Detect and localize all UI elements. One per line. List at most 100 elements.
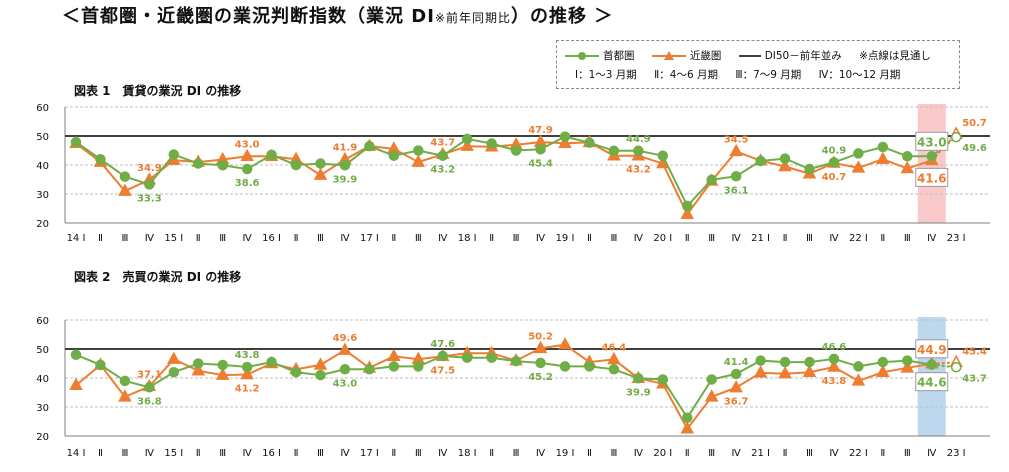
tokyo-point: [633, 145, 644, 157]
tokyo-point: [290, 159, 302, 171]
legend-quarter-2: Ⅱ：4～6 月期: [654, 69, 719, 81]
kinki-point: [607, 351, 621, 365]
tokyo-point: [461, 133, 473, 145]
tokyo-point: [119, 375, 131, 387]
tokyo-point: [755, 355, 766, 366]
x-tick-label: Ⅱ: [391, 448, 396, 459]
tokyo-point: [364, 140, 375, 152]
y-tick-label: 50: [36, 132, 49, 143]
x-tick-label: Ⅱ: [294, 448, 299, 459]
kinki-point: [680, 421, 695, 434]
kinki-point: [827, 359, 841, 372]
y-tick-label: 20: [36, 432, 49, 443]
data-label: 49.6: [333, 333, 358, 344]
x-tick-label: Ⅱ: [196, 448, 201, 459]
x-tick-label: Ⅳ: [536, 448, 546, 459]
tokyo-point: [950, 131, 962, 143]
kinki-point: [900, 360, 915, 373]
data-label: 45.4: [962, 346, 987, 357]
tokyo-point: [144, 382, 155, 393]
y-tick-label: 40: [36, 161, 49, 172]
data-label-highlight: 44.9: [917, 343, 947, 357]
tokyo-point: [657, 374, 669, 385]
x-tick-label: Ⅳ: [927, 448, 937, 459]
x-tick-label: 15 Ⅰ: [164, 448, 183, 459]
data-label: 36.1: [724, 185, 749, 196]
legend-tokyo-line-icon: [565, 52, 599, 60]
x-tick-label: Ⅳ: [829, 448, 839, 459]
kinki-point: [118, 183, 132, 196]
data-label: 41.2: [235, 384, 260, 395]
tokyo-point: [70, 136, 82, 148]
x-tick-label: Ⅳ: [438, 448, 448, 459]
x-tick-label: 20 Ⅰ: [653, 448, 672, 459]
series-line-tokyo: [75, 353, 932, 420]
data-label: 39.9: [333, 174, 358, 185]
kinki-point: [338, 342, 352, 355]
x-tick-label: Ⅱ: [489, 448, 494, 459]
tokyo-point: [193, 158, 204, 169]
tokyo-point: [730, 368, 742, 380]
tokyo-point: [510, 145, 522, 156]
chart1-rental-di: 20 30 40 50 60 14 Ⅰ Ⅱ Ⅲ Ⅳ 15 Ⅰ Ⅱ Ⅲ Ⅳ 16 Ⅰ Ⅱ Ⅲ Ⅳ 17 Ⅰ Ⅱ Ⅲ Ⅳ 18…: [36, 103, 990, 244]
data-label: 50.7: [962, 118, 987, 129]
x-tick-label: Ⅲ: [513, 448, 520, 459]
kinki-point: [167, 351, 181, 364]
x-tick-label: Ⅲ: [806, 448, 813, 459]
tokyo-point: [682, 200, 693, 212]
data-label: 46.6: [822, 342, 847, 353]
kinki-point: [240, 366, 254, 380]
x-tick-label: 19 Ⅰ: [556, 448, 575, 459]
data-label: 47.9: [528, 125, 553, 136]
legend-quarter-3: Ⅲ：7～9 月期: [735, 69, 802, 81]
x-tick-label: Ⅱ: [685, 233, 690, 244]
x-tick-label: Ⅳ: [243, 233, 253, 244]
data-label: 50.2: [528, 331, 553, 342]
legend: 首都圏 近畿圏 DI50－前年並み ※点線は見通し Ⅰ：1～3 月期 Ⅱ：4～6…: [556, 40, 960, 89]
kinki-point: [460, 138, 474, 151]
data-label: 34.5: [724, 134, 749, 145]
tokyo-point: [168, 366, 180, 378]
tokyo-point: [950, 362, 962, 373]
x-tick-label: Ⅳ: [634, 233, 644, 244]
kinki-point: [313, 357, 328, 370]
page-title-tail: ）の推移 ＞: [510, 6, 614, 27]
tokyo-point: [388, 150, 400, 161]
x-tick-label: 23 Ⅰ: [947, 233, 966, 244]
x-tick-label: 20 Ⅰ: [653, 233, 672, 244]
data-label: 43.0: [333, 378, 358, 389]
x-tick-label: Ⅲ: [317, 233, 324, 244]
legend-kinki-line-icon: [651, 51, 686, 60]
tokyo-point: [584, 361, 595, 372]
callout-box: [915, 131, 949, 151]
x-tick-label: Ⅳ: [927, 233, 937, 244]
data-label: 38.6: [235, 178, 260, 189]
x-tick-label: Ⅱ: [391, 233, 396, 244]
tokyo-point: [413, 145, 424, 156]
kinki-point: [411, 154, 426, 167]
x-tick-label: Ⅲ: [610, 448, 617, 459]
kinki-point: [753, 365, 768, 378]
tokyo-point: [315, 369, 326, 381]
data-label: 43.8: [235, 350, 260, 361]
tokyo-point: [339, 160, 351, 171]
x-tick-label: Ⅱ: [685, 448, 690, 459]
y-tick-label: 20: [36, 219, 49, 230]
tokyo-point: [339, 364, 351, 375]
tokyo-point: [608, 364, 620, 375]
kinki-point: [851, 160, 866, 173]
x-tick-label: Ⅳ: [536, 233, 546, 244]
x-tick-label: 19 Ⅰ: [556, 233, 575, 244]
tokyo-point: [730, 171, 742, 182]
x-tick-label: Ⅳ: [145, 233, 155, 244]
x-tick-label: Ⅳ: [340, 448, 350, 459]
tokyo-point: [168, 149, 180, 160]
data-label: 43.0: [235, 139, 260, 150]
kinki-point: [191, 363, 206, 376]
tokyo-point: [535, 357, 546, 369]
tokyo-point: [877, 141, 889, 153]
kinki-point: [680, 206, 695, 220]
kinki-point: [851, 373, 866, 386]
data-label: 34.9: [137, 163, 162, 174]
callout-box: [915, 167, 949, 187]
